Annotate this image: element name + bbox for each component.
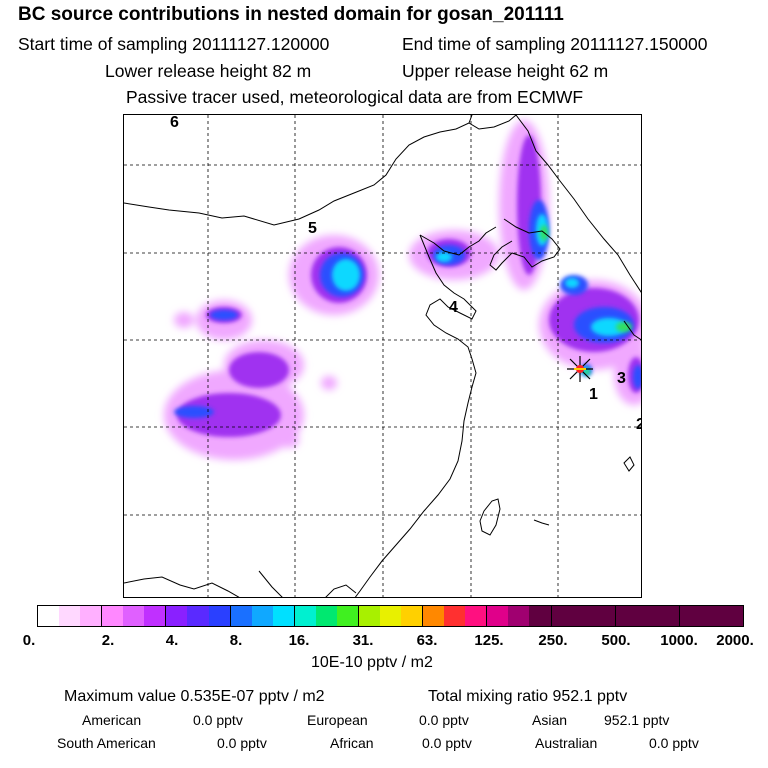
maximum-value: Maximum value 0.535E-07 pptv / m2 <box>64 688 325 705</box>
map-canvas: 6 5 4 3 2 1 <box>124 115 642 597</box>
colorbar-interval <box>38 606 102 626</box>
colorbar-swatch <box>208 606 230 626</box>
colorbar-swatch <box>380 606 402 626</box>
colorbar-swatch <box>572 606 594 626</box>
region-name-australian: Australian <box>535 735 598 751</box>
colorbar-swatch <box>230 606 252 626</box>
colorbar-units: 10E-10 pptv / m2 <box>311 654 433 671</box>
colorbar-interval <box>101 606 166 626</box>
colorbar-tick-label: 63. <box>416 632 438 649</box>
colorbar-interval <box>614 606 679 626</box>
colorbar-swatch <box>315 606 337 626</box>
cluster-label-5: 5 <box>308 220 317 237</box>
colorbar-interval <box>422 606 487 626</box>
colorbar-swatch <box>123 606 145 626</box>
region-value-african: 0.0 pptv <box>422 735 472 751</box>
colorbar-tick-label: 500. <box>601 632 631 649</box>
colorbar-swatch <box>529 606 551 626</box>
upper-release-height-label: Upper release height 62 m <box>402 61 609 81</box>
colorbar-interval <box>678 606 744 626</box>
colorbar-tick-label: 2000. <box>716 632 754 649</box>
total-mixing-ratio: Total mixing ratio 952.1 pptv <box>428 688 628 705</box>
region-name-american: American <box>82 712 142 728</box>
colorbar-swatch <box>679 606 701 626</box>
colorbar-swatch <box>144 606 166 626</box>
colorbar-tick-label: 8. <box>229 632 243 649</box>
colorbar-swatch <box>636 606 658 626</box>
region-value-australian: 0.0 pptv <box>649 735 699 751</box>
colorbar-swatch <box>508 606 530 626</box>
colorbar-swatch <box>722 606 744 626</box>
colorbar-swatch <box>38 606 60 626</box>
lower-release-height-label: Lower release height 82 m <box>105 61 312 81</box>
receptor-star-marker <box>567 356 593 382</box>
plume-cyan <box>332 214 627 375</box>
map-panel: 6 5 4 3 2 1 <box>123 114 642 598</box>
colorbar-tick-label: 0. <box>22 632 36 649</box>
colorbar-swatch <box>401 606 423 626</box>
cluster-label-3: 3 <box>617 370 626 387</box>
colorbar-tick-label: 250. <box>538 632 568 649</box>
colorbar-tick-label: 16. <box>288 632 310 649</box>
colorbar-interval <box>229 606 294 626</box>
colorbar-swatch <box>465 606 487 626</box>
colorbar-swatch <box>700 606 722 626</box>
colorbar-swatch <box>615 606 637 626</box>
region-value-american: 0.0 pptv <box>193 712 243 728</box>
tracer-info-label: Passive tracer used, meteorological data… <box>126 87 584 107</box>
colorbar-swatch <box>294 606 316 626</box>
start-time-label: Start time of sampling 20111127.120000 <box>18 34 330 54</box>
cluster-label-2: 2 <box>636 416 642 433</box>
lat-lon-grid <box>124 115 641 597</box>
colorbar-swatch <box>272 606 294 626</box>
end-time-label: End time of sampling 20111127.150000 <box>402 34 708 54</box>
colorbar-swatch <box>551 606 573 626</box>
colorbar-swatch <box>487 606 509 626</box>
colorbar-swatch <box>102 606 124 626</box>
colorbar-tick-label: 1000. <box>660 632 698 649</box>
colorbar-swatch <box>593 606 615 626</box>
colorbar-swatch <box>251 606 273 626</box>
colorbar-tick-label: 2. <box>101 632 115 649</box>
colorbar-interval <box>486 606 551 626</box>
coastlines <box>124 115 641 597</box>
cluster-label-6: 6 <box>170 115 179 131</box>
figure-title: BC source contributions in nested domain… <box>18 4 564 25</box>
colorbar-interval <box>357 606 423 626</box>
colorbar-swatch <box>166 606 188 626</box>
colorbar-swatch <box>423 606 445 626</box>
colorbar-swatch <box>657 606 679 626</box>
colorbar <box>37 605 744 627</box>
cluster-label-4: 4 <box>449 299 458 316</box>
region-name-south-american: South American <box>57 735 156 751</box>
region-name-african: African <box>330 735 374 751</box>
colorbar-tick-label: 125. <box>474 632 504 649</box>
colorbar-tick-label: 31. <box>352 632 374 649</box>
colorbar-interval <box>165 606 230 626</box>
colorbar-interval <box>293 606 358 626</box>
region-value-asian: 952.1 pptv <box>604 712 670 728</box>
colorbar-swatch <box>336 606 358 626</box>
colorbar-swatch <box>187 606 209 626</box>
colorbar-swatch <box>59 606 81 626</box>
colorbar-interval <box>550 606 615 626</box>
region-value-european: 0.0 pptv <box>419 712 469 728</box>
colorbar-swatch <box>444 606 466 626</box>
colorbar-swatch <box>80 606 102 626</box>
region-name-european: European <box>307 712 368 728</box>
region-value-south-american: 0.0 pptv <box>217 735 267 751</box>
region-name-asian: Asian <box>532 712 568 728</box>
colorbar-tick-label: 4. <box>165 632 179 649</box>
cluster-label-1: 1 <box>589 386 598 403</box>
colorbar-swatch <box>358 606 380 626</box>
